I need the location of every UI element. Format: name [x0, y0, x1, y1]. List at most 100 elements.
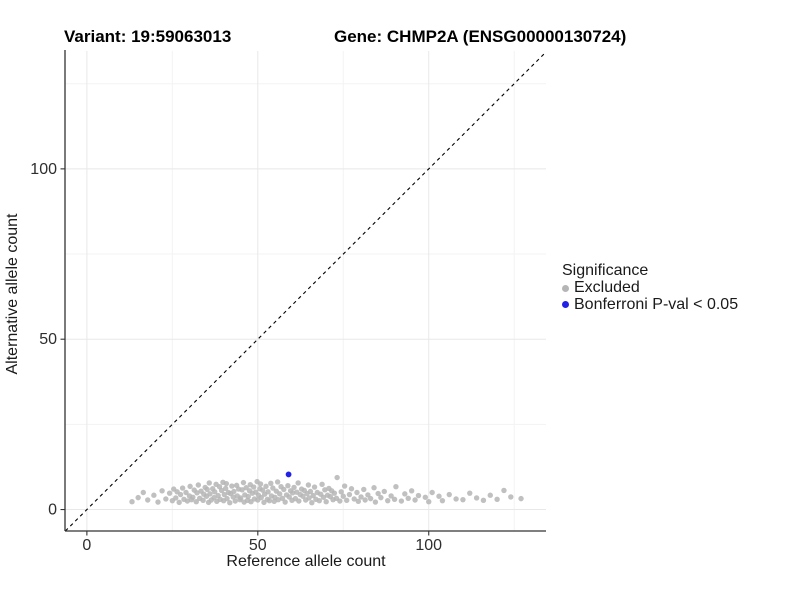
scatter-point-excluded — [358, 494, 364, 500]
scatter-point-excluded — [163, 496, 169, 502]
scatter-point-excluded — [212, 489, 218, 495]
scatter-point-excluded — [231, 488, 237, 495]
scatter-point-excluded — [361, 486, 367, 493]
scatter-point-excluded — [218, 487, 225, 494]
scatter-point-excluded — [518, 495, 524, 502]
y-tick-label: 0 — [48, 502, 57, 519]
legend: Significance Excluded Bonferroni P-val <… — [562, 261, 738, 313]
scatter-point-excluded — [355, 498, 362, 505]
scatter-point-excluded — [257, 481, 264, 487]
scatter-point-excluded — [378, 494, 384, 501]
scatter-point-excluded — [375, 490, 381, 497]
scatter-point-excluded — [473, 495, 480, 501]
gene-title: Gene: CHMP2A (ENSG00000130724) — [334, 27, 627, 46]
scatter-point-excluded — [296, 498, 302, 504]
scatter-point-excluded — [240, 479, 247, 486]
scatter-point-excluded — [340, 493, 346, 499]
bonferroni-dot-icon — [562, 301, 569, 309]
scatter-point-excluded — [259, 487, 266, 493]
scatter-point-excluded — [480, 497, 487, 504]
scatter-point-excluded — [334, 474, 340, 481]
scatter-point-excluded — [206, 480, 212, 486]
scatter-point-excluded — [338, 489, 344, 495]
scatter-point-excluded — [320, 494, 327, 500]
scatter-point-excluded — [408, 488, 415, 494]
scatter-point-excluded — [176, 499, 182, 506]
scatter-point-excluded — [446, 491, 452, 498]
scatter-point-excluded — [173, 495, 179, 501]
legend-title: Significance — [562, 262, 649, 279]
scatter-point-excluded — [306, 495, 312, 501]
scatter-point-excluded — [276, 491, 283, 497]
scatter-point-excluded — [140, 489, 146, 496]
identity-line — [64, 51, 547, 532]
scatter-point-excluded — [343, 497, 350, 504]
scatter-point-excluded — [268, 480, 274, 487]
scatter-point-excluded — [190, 494, 196, 500]
scatter-point-excluded — [322, 487, 328, 493]
y-tick-label: 100 — [30, 161, 57, 178]
scatter-point-excluded — [319, 481, 325, 488]
scatter-point-excluded — [348, 486, 355, 492]
scatter-point-excluded — [177, 491, 184, 498]
scatter-point-excluded — [323, 499, 329, 505]
scatter-point-excluded — [412, 497, 418, 503]
scatter-point-excluded — [275, 496, 282, 503]
scatter-point-excluded — [221, 491, 228, 498]
scatter-point-excluded — [405, 495, 411, 501]
scatter-point-excluded — [266, 497, 273, 504]
scatter-point-excluded — [385, 497, 391, 504]
scatter-point-excluded — [331, 490, 338, 496]
scatter-point-excluded — [422, 494, 429, 500]
scatter-point-excluded — [354, 489, 360, 496]
y-axis-title: Alternative allele count — [4, 213, 21, 375]
legend-item-label: Bonferroni P-val < 0.05 — [574, 295, 739, 313]
scatter-point-excluded — [179, 485, 186, 491]
scatter-point-excluded — [282, 499, 288, 505]
scatter-point-excluded — [245, 493, 251, 500]
scatter-point-excluded — [362, 497, 368, 503]
x-tick-label: 0 — [82, 537, 91, 554]
scatter-point-excluded — [501, 487, 507, 494]
scatter-point-excluded — [436, 493, 442, 499]
scatter-point-excluded — [271, 498, 277, 505]
scatter-point-excluded — [388, 493, 394, 499]
scatter-point-excluded — [279, 495, 286, 501]
scatter-point-excluded — [184, 498, 191, 504]
scatter-point-excluded — [310, 492, 316, 499]
scatter-point-excluded — [207, 491, 213, 497]
scatter-point-excluded — [460, 496, 466, 503]
scatter-point-excluded — [238, 495, 244, 501]
scatter-point-excluded — [285, 482, 291, 489]
scatter-point-excluded — [159, 488, 165, 494]
scatter-point-excluded — [211, 494, 217, 501]
scatter-point-excluded — [351, 496, 357, 502]
scatter-point-excluded — [309, 500, 315, 506]
scatter-point-excluded — [251, 484, 257, 490]
scatter-point-excluded — [129, 499, 135, 505]
scatter-point-excluded — [295, 480, 301, 486]
scatter-point-excluded — [200, 497, 206, 504]
scatter-point-excluded — [391, 496, 398, 503]
scatter-point-excluded — [372, 499, 379, 505]
scatter-point-excluded — [494, 496, 500, 503]
scatter-point-excluded — [341, 483, 348, 489]
scatter-point-excluded — [204, 486, 210, 493]
scatter-point-excluded — [291, 484, 297, 491]
scatter-point-excluded — [224, 495, 230, 502]
scatter-point-excluded — [187, 483, 193, 490]
scatter-point-excluded — [281, 486, 287, 493]
scatter-point-excluded — [300, 493, 306, 499]
scatter-point-excluded — [346, 491, 353, 498]
scatter-point-excluded — [381, 488, 387, 495]
scatter-point-excluded — [229, 483, 235, 489]
scatter-point-excluded — [311, 484, 318, 490]
scatter-point-excluded — [145, 497, 151, 503]
y-tick-label: 50 — [39, 331, 57, 348]
x-tick-label: 50 — [249, 537, 267, 554]
scatter-point-excluded — [135, 494, 141, 501]
scatter-point-excluded — [195, 482, 202, 488]
scatter-point-excluded — [402, 491, 408, 497]
scatter-point-excluded — [415, 492, 422, 499]
